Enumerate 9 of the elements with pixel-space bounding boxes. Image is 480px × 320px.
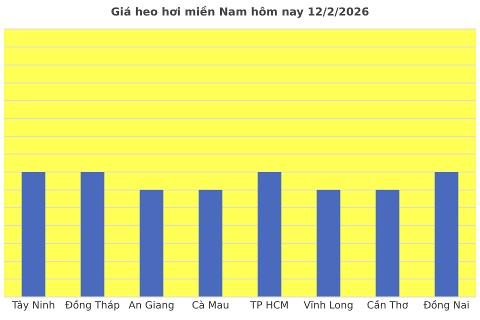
x-tick-label: Tây Ninh <box>10 300 56 312</box>
x-tick-label: Cà Mau <box>192 300 230 312</box>
chart-title: Giá heo hơi miền Nam hôm nay 12/2/2026 <box>110 5 370 18</box>
x-tick-label: Đồng Nai <box>423 300 470 312</box>
x-tick-label: Vĩnh Long <box>304 300 354 312</box>
x-tick-label: TP HCM <box>249 300 289 312</box>
x-tick-label: An Giang <box>128 300 174 312</box>
x-tick-label: Đồng Tháp <box>65 300 120 312</box>
x-tick-label: Cần Thơ <box>366 300 409 312</box>
